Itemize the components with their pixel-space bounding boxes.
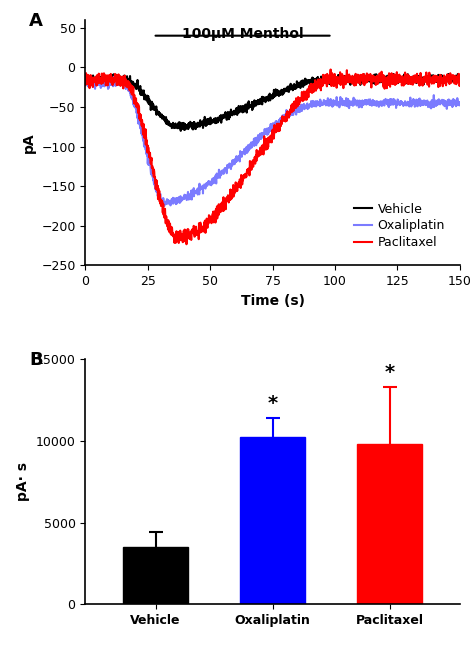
Oxaliplatin [82, 78, 88, 85]
Vehicle [82, 74, 88, 82]
Bar [123, 547, 188, 604]
Oxaliplatin [457, 99, 463, 107]
Oxaliplatin [127, 86, 133, 94]
Oxaliplatin [256, 133, 262, 141]
Paclitaxel [457, 79, 463, 87]
Paclitaxel [242, 171, 247, 179]
Vehicle [111, 76, 117, 83]
Line: Vehicle: Vehicle [85, 74, 460, 131]
Vehicle [446, 70, 451, 78]
Oxaliplatin [111, 73, 117, 81]
Oxaliplatin [242, 150, 247, 158]
Bar [240, 438, 305, 604]
Text: *: * [384, 363, 395, 382]
Paclitaxel [82, 81, 88, 89]
Paclitaxel [249, 161, 255, 169]
Vehicle [256, 99, 262, 106]
Bar [357, 444, 422, 604]
Text: A: A [29, 12, 43, 30]
Y-axis label: pA: pA [22, 132, 36, 153]
Y-axis label: pA· s: pA· s [16, 462, 30, 501]
Paclitaxel [111, 76, 117, 83]
Line: Oxaliplatin: Oxaliplatin [85, 77, 460, 206]
Vehicle [127, 74, 132, 82]
Oxaliplatin [250, 139, 255, 147]
Paclitaxel [328, 66, 334, 74]
Vehicle [457, 74, 463, 82]
Legend: Vehicle, Oxaliplatin, Paclitaxel: Vehicle, Oxaliplatin, Paclitaxel [349, 198, 450, 254]
Text: *: * [267, 394, 278, 413]
Vehicle [296, 79, 301, 87]
Oxaliplatin [162, 202, 167, 210]
Paclitaxel [296, 98, 301, 106]
Vehicle [249, 106, 255, 114]
Text: B: B [29, 351, 43, 369]
Oxaliplatin [296, 104, 302, 112]
Vehicle [178, 127, 183, 135]
Paclitaxel [183, 240, 189, 248]
Paclitaxel [256, 152, 262, 160]
Text: 100μM Menthol: 100μM Menthol [182, 27, 303, 41]
Vehicle [242, 104, 247, 112]
Paclitaxel [127, 83, 132, 91]
Line: Paclitaxel: Paclitaxel [85, 70, 460, 244]
Oxaliplatin [112, 81, 118, 89]
X-axis label: Time (s): Time (s) [240, 294, 305, 307]
